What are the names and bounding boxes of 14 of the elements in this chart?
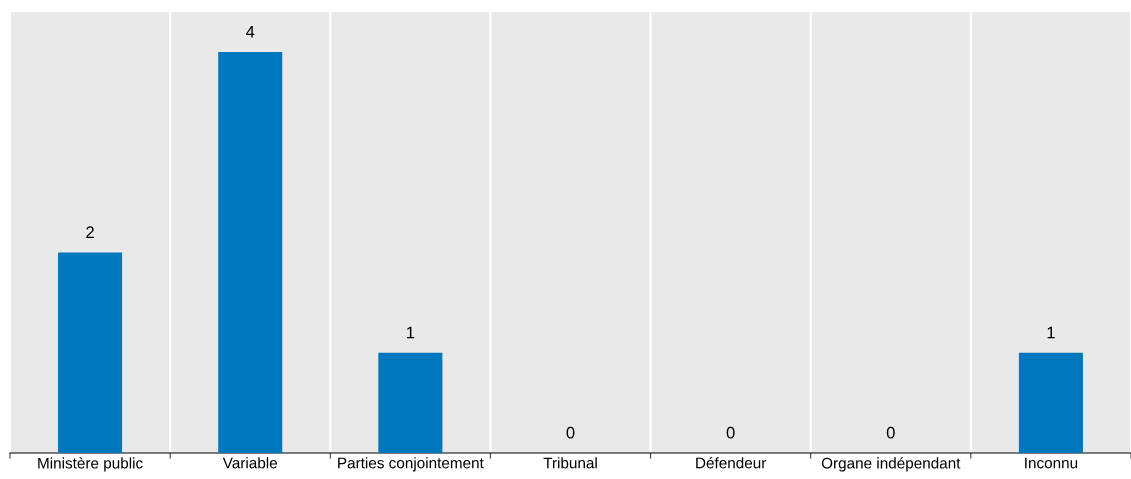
x-tick-label: Variable — [222, 457, 277, 469]
x-tick-label: Inconnu — [1025, 457, 1078, 469]
x-tick-label: Tribunal — [543, 457, 597, 469]
x-tick-label: Organe indépendant — [821, 457, 961, 472]
x-tick-label: Défendeur — [696, 456, 767, 469]
data-label: 0 — [726, 426, 735, 439]
data-label: 1 — [1047, 326, 1055, 339]
data-label: 4 — [245, 26, 255, 38]
data-label: 2 — [86, 226, 94, 238]
data-label: 1 — [406, 326, 415, 339]
data-label: 0 — [886, 426, 895, 439]
x-tick-label: Ministère public — [38, 457, 143, 472]
x-tick-label: Parties conjointement — [338, 457, 484, 472]
data-label: 0 — [566, 426, 575, 439]
